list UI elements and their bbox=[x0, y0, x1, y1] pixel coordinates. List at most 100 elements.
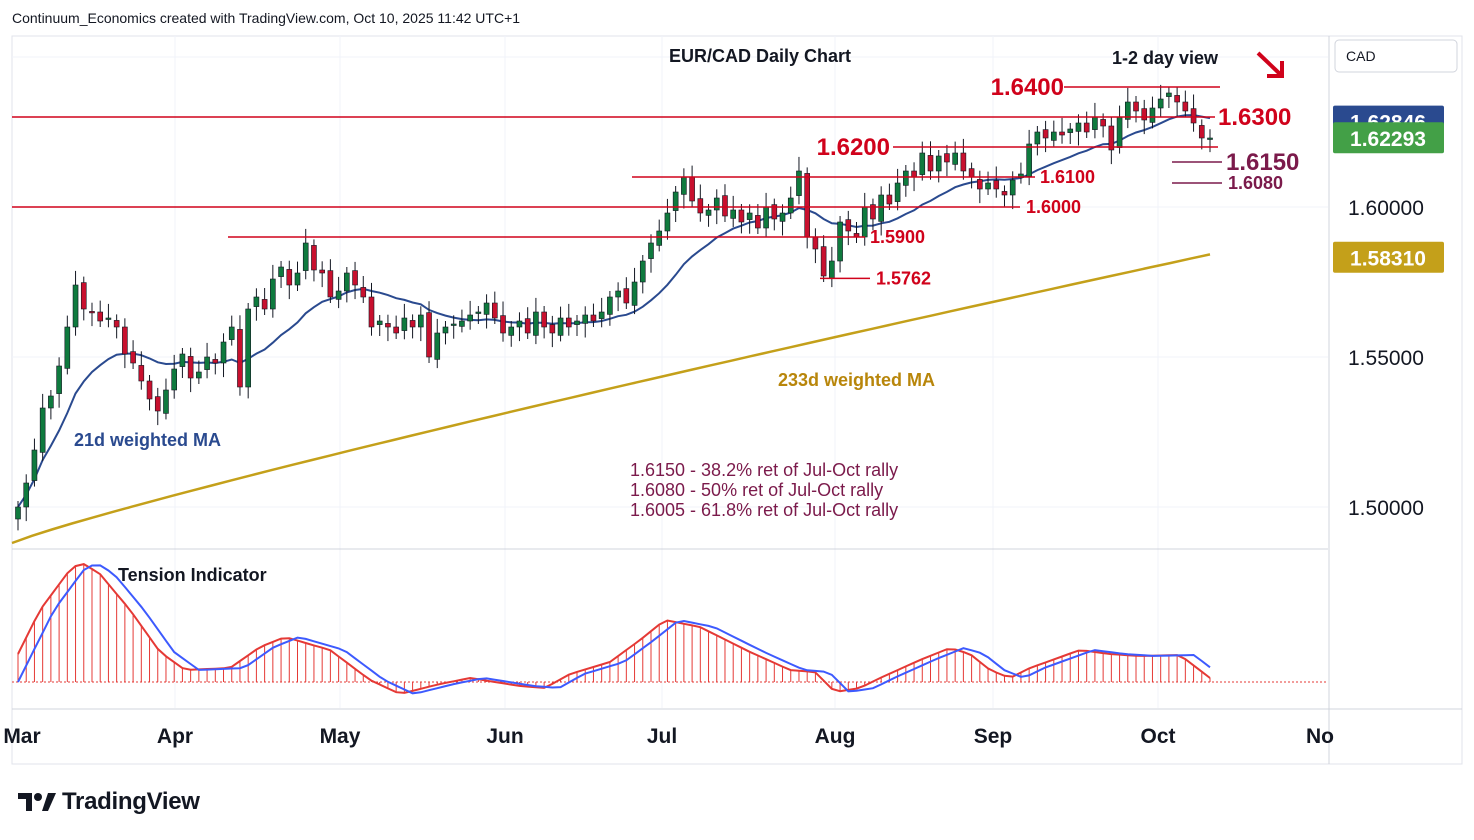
candle-body bbox=[286, 269, 293, 286]
candle-body bbox=[903, 170, 909, 186]
candle-body bbox=[1009, 179, 1016, 196]
candle-body bbox=[409, 320, 416, 328]
y-tick-label: 1.55000 bbox=[1348, 347, 1424, 370]
candle-body bbox=[1207, 137, 1213, 140]
candle-body bbox=[648, 242, 654, 259]
candle-body bbox=[1190, 108, 1197, 124]
x-tick-label: Sep bbox=[974, 725, 1013, 748]
candle-body bbox=[557, 317, 564, 336]
candle-body bbox=[130, 351, 136, 364]
candle-body bbox=[385, 323, 391, 328]
tension-indicator-pane bbox=[12, 563, 1328, 695]
candle-body bbox=[1157, 98, 1164, 109]
tradingview-logo[interactable]: TradingView bbox=[16, 788, 200, 816]
candle-body bbox=[755, 215, 761, 229]
candle-body bbox=[598, 311, 605, 319]
chart-labels: EUR/CAD Daily Chart 1-2 day view 233d we… bbox=[74, 46, 1284, 585]
candle-body bbox=[335, 290, 342, 300]
candle-body bbox=[80, 282, 87, 310]
candle-body bbox=[829, 260, 835, 279]
price-axis[interactable]: CAD 1.600001.550001.500001.628461.622931… bbox=[1333, 39, 1458, 520]
candle-body bbox=[89, 311, 95, 314]
price-tag-label: 1.62293 bbox=[1350, 128, 1426, 151]
chart-frame bbox=[11, 35, 1463, 765]
candle-body bbox=[870, 204, 876, 220]
candle-body bbox=[664, 212, 671, 232]
candle-body bbox=[763, 206, 769, 229]
candle-body bbox=[491, 302, 498, 319]
candle-body bbox=[615, 290, 621, 298]
candle-body bbox=[1083, 122, 1090, 133]
candle-body bbox=[1067, 128, 1074, 133]
candle-body bbox=[196, 371, 202, 379]
candle-body bbox=[393, 326, 399, 334]
candle-body bbox=[565, 317, 572, 328]
candle-body bbox=[270, 278, 276, 310]
candle-body bbox=[779, 212, 786, 222]
candle-body bbox=[993, 180, 1000, 190]
candle-body bbox=[64, 326, 71, 369]
candle-body bbox=[886, 194, 893, 205]
candle-body bbox=[1042, 129, 1049, 139]
level-1-6080-label: 1.6080 bbox=[1228, 173, 1283, 193]
level-1-6200-label: 1.6200 bbox=[817, 134, 890, 161]
candle-body bbox=[935, 155, 942, 172]
candle-body bbox=[138, 365, 145, 382]
y-tick-label: 1.60000 bbox=[1348, 197, 1424, 220]
candle-body bbox=[1124, 101, 1131, 120]
candle-body bbox=[623, 288, 630, 304]
candle-body bbox=[952, 152, 958, 165]
candle-body bbox=[434, 332, 441, 360]
candle-body bbox=[467, 314, 473, 322]
ma233-label: 233d weighted MA bbox=[778, 370, 935, 390]
candle-body bbox=[796, 170, 802, 196]
currency-box[interactable] bbox=[1334, 39, 1458, 73]
candle-body bbox=[500, 315, 506, 334]
chart-title: EUR/CAD Daily Chart bbox=[669, 46, 851, 66]
candle-body bbox=[1133, 101, 1139, 112]
candle-body bbox=[360, 287, 367, 298]
tension-indicator-label: Tension Indicator bbox=[118, 565, 267, 585]
candle-body bbox=[1100, 119, 1106, 127]
x-tick-label: Jul bbox=[647, 725, 677, 748]
candle-body bbox=[549, 324, 556, 334]
x-tick-label: May bbox=[320, 725, 361, 748]
x-tick-label: Mar bbox=[3, 725, 40, 748]
candle-body bbox=[1166, 92, 1172, 97]
level-1-6100-label: 1.6100 bbox=[1040, 167, 1095, 187]
fib-note-1: 1.6150 - 38.2% ret of Jul-Oct rally bbox=[630, 460, 898, 480]
ma21-label: 21d weighted MA bbox=[74, 430, 221, 450]
candle-body bbox=[607, 296, 613, 315]
candle-body bbox=[681, 176, 687, 195]
level-1-6150-label: 1.6150 bbox=[1226, 149, 1299, 176]
candle-body bbox=[418, 314, 424, 328]
tradingview-logo-text: TradingView bbox=[62, 788, 200, 815]
candle-body bbox=[582, 314, 589, 324]
candle-body bbox=[204, 356, 210, 370]
candle-body bbox=[944, 153, 950, 163]
candle-body bbox=[705, 209, 712, 216]
candle-body bbox=[311, 245, 317, 271]
candle-body bbox=[730, 209, 737, 219]
price-tag bbox=[1333, 241, 1444, 273]
candle-body bbox=[524, 318, 531, 334]
candle-body bbox=[787, 197, 794, 214]
candle-body bbox=[656, 230, 663, 246]
candlesticks bbox=[15, 84, 1213, 531]
candle-body bbox=[697, 198, 704, 214]
candle-body bbox=[1026, 143, 1032, 177]
x-tick-label: Apr bbox=[157, 725, 193, 748]
currency-label: CAD bbox=[1346, 48, 1376, 64]
candle-body bbox=[1051, 131, 1057, 141]
candle-body bbox=[1059, 131, 1065, 136]
level-1-6000-label: 1.6000 bbox=[1026, 197, 1081, 217]
time-axis: Mar Apr May Jun Jul Aug Sep Oct No bbox=[3, 725, 1334, 748]
candle-body bbox=[804, 173, 810, 238]
candle-body bbox=[508, 326, 515, 336]
candle-body bbox=[146, 380, 153, 400]
price-tag-label: 1.58310 bbox=[1350, 248, 1426, 271]
x-tick-label: Aug bbox=[815, 725, 856, 748]
candle-body bbox=[122, 326, 128, 355]
candle-body bbox=[985, 182, 991, 190]
